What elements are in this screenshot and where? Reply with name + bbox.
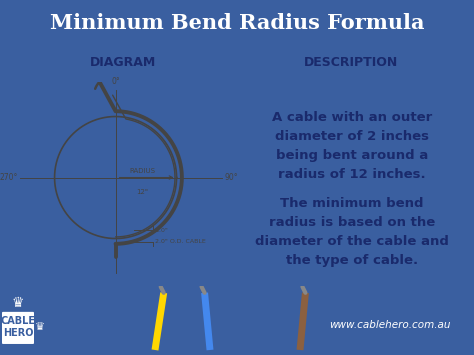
Text: RADIUS: RADIUS (129, 168, 155, 174)
FancyBboxPatch shape (2, 312, 34, 344)
Text: DIAGRAM: DIAGRAM (90, 56, 156, 69)
Text: The minimum bend
radius is based on the
diameter of the cable and
the type of ca: The minimum bend radius is based on the … (255, 197, 449, 267)
Text: ♛: ♛ (35, 322, 45, 332)
Text: 90°: 90° (224, 173, 238, 182)
Text: DESCRIPTION: DESCRIPTION (304, 56, 398, 69)
Text: 12": 12" (136, 189, 148, 195)
Text: CABLE
HERO: CABLE HERO (0, 316, 36, 338)
Text: Minimum Bend Radius Formula: Minimum Bend Radius Formula (50, 13, 424, 33)
Text: www.cablehero.com.au: www.cablehero.com.au (329, 320, 451, 330)
Text: ♛: ♛ (12, 296, 24, 310)
Text: 2.0" O.D. CABLE: 2.0" O.D. CABLE (155, 239, 206, 244)
Text: 0°: 0° (111, 77, 120, 86)
Text: 2.0": 2.0" (155, 228, 168, 233)
Text: 270°: 270° (0, 173, 18, 182)
Text: A cable with an outer
diameter of 2 inches
being bent around a
radius of 12 inch: A cable with an outer diameter of 2 inch… (272, 111, 432, 181)
